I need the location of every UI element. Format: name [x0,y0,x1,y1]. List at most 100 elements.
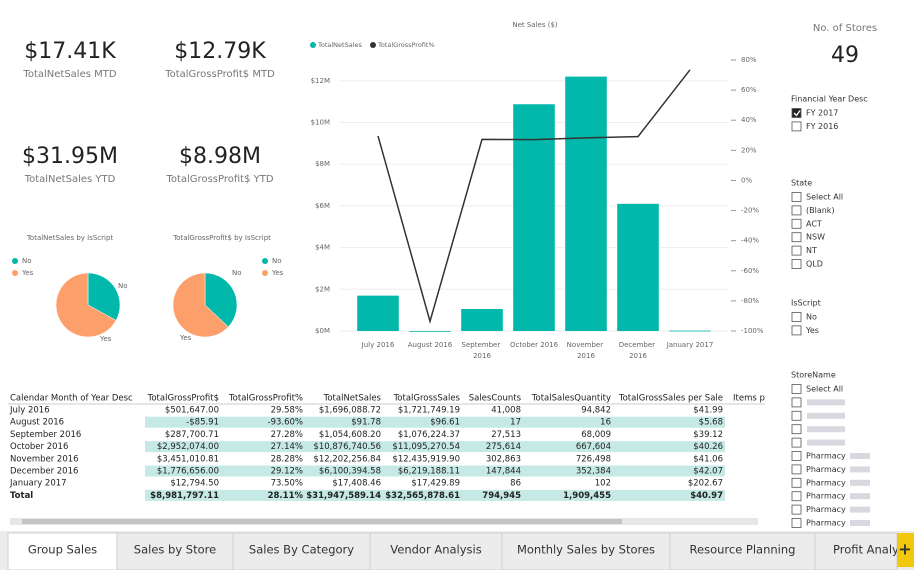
y2-tick-label: 40% [741,116,757,124]
checkbox[interactable] [791,218,802,229]
slicer-item: Pharmacy [806,492,846,501]
table-cell: -93.60% [268,418,303,428]
bar [565,76,607,331]
legend-label: No [22,257,32,265]
table-cell: $3,451,010.81 [157,454,219,464]
table-cell: 28.11% [268,491,304,501]
slicer-item: Pharmacy [806,452,846,461]
table-cell: 352,384 [576,467,611,477]
checkbox[interactable] [791,232,802,243]
table-scrollbar-thumb[interactable] [22,519,622,524]
table-cell: January 2017 [9,479,67,489]
table-cell: July 2016 [9,406,50,416]
checkbox[interactable] [791,384,802,394]
y2-tick-label: 0% [741,176,752,184]
slicer-item: QLD [806,260,823,269]
check-mark [793,110,801,117]
legend-swatch [262,270,268,276]
tab-label: Vendor Analysis [390,543,481,557]
legend-label: Yes [271,269,284,277]
kpi-value: $17.41K [24,39,116,64]
column-header: TotalGrossSales per Sale [618,394,723,404]
blurred-text [807,399,845,406]
page-tab[interactable] [814,532,898,570]
table-cell: $1,076,224.37 [398,430,460,440]
blurred-text [807,439,845,446]
bar [409,330,451,332]
checkbox[interactable] [791,245,802,256]
checkbox[interactable] [791,424,802,435]
checkbox[interactable] [791,518,802,528]
table-cell: August 2016 [10,418,64,428]
bar [513,104,555,331]
page-tab[interactable] [232,532,371,570]
page-tab[interactable] [669,532,816,570]
table-cell: 17 [510,418,521,428]
add-page-button[interactable] [897,533,914,567]
card-value: 49 [831,43,859,68]
table-cell: $40.26 [693,442,723,452]
table-cell: -$85.91 [186,418,219,428]
slicer-item: NSW [806,233,825,242]
slicer-item: Yes [805,326,819,335]
pie-data-label: Yes [179,334,192,342]
checkbox[interactable] [791,121,802,132]
pie-title: TotalGrossProfit$ by IsScript [172,234,271,242]
table-cell: 726,498 [576,454,611,464]
pie-data-label: Yes [99,335,112,343]
x-tick-label: July 2016 [361,341,395,349]
pie-data-label: No [118,282,128,290]
table-cell: $17,408.46 [332,479,381,489]
kpi-label: TotalGrossProfit$ MTD [164,69,275,80]
checkbox[interactable] [791,477,802,488]
checkbox[interactable] [791,410,802,421]
checkbox[interactable] [791,504,802,515]
slicer-item: Pharmacy [806,478,846,487]
kpi-label: TotalNetSales YTD [24,174,116,185]
checkbox[interactable] [791,312,802,322]
y2-tick-label: -20% [741,207,759,215]
checkbox[interactable] [791,464,802,475]
table-cell: $41.06 [693,454,723,464]
checkbox[interactable] [791,397,802,408]
legend-swatch [12,258,18,264]
slicer-item: (Blank) [806,206,835,215]
bar [357,295,399,331]
x-tick-label: August 2016 [408,341,453,349]
chart-title: Net Sales ($) [512,21,558,29]
checkbox[interactable] [791,192,802,202]
slicer-item: Pharmacy [806,519,846,528]
checkbox[interactable] [791,491,802,502]
table-cell: $1,696,088.72 [319,406,381,416]
table-cell: 794,945 [482,491,521,501]
bar [617,203,659,331]
slicer-title: Financial Year Desc [791,95,868,104]
slicer-item: ACT [806,219,822,228]
checkbox[interactable] [791,437,802,448]
kpi-value: $8.98M [179,144,261,169]
y-tick-label: $4M [315,244,330,252]
legend-swatch [370,42,376,48]
checkbox[interactable] [791,205,802,216]
table-cell: $2,952,074.00 [157,442,219,452]
checkbox[interactable] [791,325,802,336]
checkbox[interactable] [791,451,802,461]
table-cell: $1,721,749.19 [398,406,460,416]
table-cell: $32,565,878.61 [385,491,460,501]
table-cell: $12,435,919.90 [392,454,460,464]
table-cell: $11,095,270.54 [392,442,460,452]
page-tab[interactable] [369,532,503,570]
checkbox[interactable] [791,108,802,118]
x-tick-label: January 2017 [666,341,714,349]
y2-tick-label: -40% [741,237,759,245]
page-tab[interactable] [501,532,671,570]
blurred-text [807,426,845,433]
y2-tick-label: 20% [741,146,757,154]
add-page-icon: + [898,540,911,559]
checkbox[interactable] [791,259,802,269]
table-cell: $287,700.71 [165,430,219,440]
pie-slice [87,272,121,321]
slicer-item: NT [806,246,817,255]
page-tab[interactable] [116,532,234,570]
table-cell: $6,219,188.11 [398,467,460,477]
